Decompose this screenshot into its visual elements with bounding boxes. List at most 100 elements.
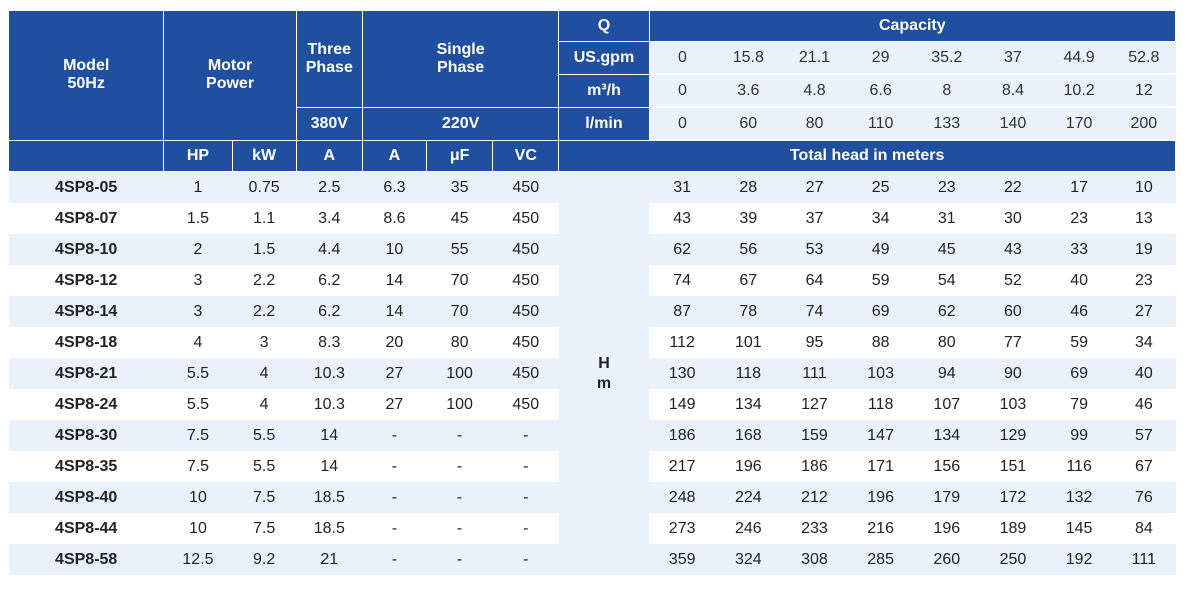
head-cell: 52 xyxy=(979,265,1047,296)
table-row: 4SP8-12 3 2.2 6.2 14 70 450 74 67 64 59 54 52 40 23 xyxy=(8,265,1176,296)
head-cell: 46 xyxy=(1046,296,1113,327)
head-cell: 31 xyxy=(913,203,980,234)
head-cell: 23 xyxy=(1046,203,1113,234)
spec-table-container: Model 50Hz Motor Power Three Phase Single Ph… xyxy=(7,10,1177,575)
a3-cell: 10.3 xyxy=(296,389,363,420)
vc-cell: - xyxy=(492,451,559,482)
a3-cell: 10.3 xyxy=(296,358,363,389)
kw-cell: 5.5 xyxy=(232,451,297,482)
head-cell: 107 xyxy=(913,389,980,420)
head-cell: 46 xyxy=(1112,389,1176,420)
head-cell: 308 xyxy=(781,544,848,575)
three-phase-header: Three Phase xyxy=(295,10,363,108)
unit-m3h: m³/h xyxy=(558,73,650,108)
head-cell: 285 xyxy=(847,544,914,575)
uf-cell: - xyxy=(426,513,493,544)
table-row: 4SP8-21 5.5 4 10.3 27 100 450 130 118 111 103 94 90 6… xyxy=(8,358,1176,389)
capacity-cell: 35.2 xyxy=(913,41,980,75)
capacity-cell: 52.8 xyxy=(1112,41,1176,75)
head-cell: 69 xyxy=(847,296,914,327)
head-cell: 246 xyxy=(715,513,782,544)
capacity-cell: 8 xyxy=(913,74,980,108)
head-cell: 112 xyxy=(649,327,716,358)
head-cell: 196 xyxy=(913,513,980,544)
capacity-cell: 15.8 xyxy=(715,41,782,75)
single-phase-voltage: 220V xyxy=(361,106,560,141)
table-row: 4SP8-07 1.5 1.1 3.4 8.6 45 450 43 39 37 34 31 30 23 13 xyxy=(8,203,1176,234)
kw-cell: 1.1 xyxy=(232,203,297,234)
head-cell: 31 xyxy=(649,171,716,203)
hp-cell: 2 xyxy=(163,234,233,265)
table-row: 4SP8-44 10 7.5 18.5- - -273 246 233 216 196 189 145… xyxy=(8,513,1176,544)
kw-cell: 3 xyxy=(232,327,297,358)
head-cell: 49 xyxy=(847,234,914,265)
head-cell: 103 xyxy=(979,389,1047,420)
head-cell: 23 xyxy=(913,171,980,203)
head-cell: 186 xyxy=(781,451,848,482)
a1-cell: 27 xyxy=(362,358,427,389)
table-header: Model 50Hz Motor Power Three Phase Single Ph… xyxy=(7,10,1177,172)
vc-cell: - xyxy=(492,482,559,513)
head-cell: 99 xyxy=(1046,420,1113,451)
head-cell: 172 xyxy=(979,482,1047,513)
kw-cell: 5.5 xyxy=(232,420,297,451)
head-cell: 248 xyxy=(649,482,716,513)
kw-cell: 9.2 xyxy=(232,544,297,575)
capacity-cell: 0 xyxy=(649,41,716,75)
a1-cell: - xyxy=(362,513,427,544)
head-cell: 60 xyxy=(979,296,1047,327)
a3-cell: 21 xyxy=(296,544,363,575)
table-row: 4SP8-30 7.5 5.5 14- - -186 168 159 147 134 129 99 57 xyxy=(8,420,1176,451)
uf-cell: - xyxy=(426,451,493,482)
head-cell: 57 xyxy=(1112,420,1176,451)
capacity-row-lmin: 380V 220V l/min 0 60 80 110 133 140 170 … xyxy=(9,106,1176,141)
head-cell: 171 xyxy=(847,451,914,482)
hp-header: HP xyxy=(163,139,233,172)
head-cell: 94 xyxy=(913,358,980,389)
vc-cell: - xyxy=(492,513,559,544)
head-cell: 132 xyxy=(1046,482,1113,513)
a3-cell: 18.5 xyxy=(296,482,363,513)
hp-cell: 1.5 xyxy=(163,203,233,234)
head-cell: 28 xyxy=(715,171,782,203)
table-row: 4SP8-14 3 2.2 6.2 14 70 450 87 78 74 69 62 60 46 27 xyxy=(8,296,1176,327)
hp-cell: 5.5 xyxy=(163,389,233,420)
pump-spec-table: Model 50Hz Motor Power Three Phase Single Ph… xyxy=(7,10,1177,575)
vc-cell: 450 xyxy=(492,296,559,327)
head-cell: 56 xyxy=(715,234,782,265)
vc-cell: - xyxy=(492,420,559,451)
capacity-cell: 110 xyxy=(847,107,914,141)
capacity-cell: 4.8 xyxy=(781,74,848,108)
model-unit-blank xyxy=(7,139,165,172)
hp-cell: 5.5 xyxy=(163,358,233,389)
head-cell: 62 xyxy=(649,234,716,265)
model-cell: 4SP8-24 xyxy=(8,389,164,420)
capacitor-vc-header: VC xyxy=(492,139,560,172)
head-cell: 67 xyxy=(715,265,782,296)
head-cell: 260 xyxy=(913,544,980,575)
head-cell: 159 xyxy=(781,420,848,451)
hp-cell: 7.5 xyxy=(163,420,233,451)
head-cell: 27 xyxy=(1112,296,1176,327)
head-cell: 217 xyxy=(649,451,716,482)
uf-cell: 80 xyxy=(426,327,493,358)
head-cell: 74 xyxy=(781,296,848,327)
kw-cell: 7.5 xyxy=(232,513,297,544)
vc-cell: - xyxy=(492,544,559,575)
table-row: 4SP8-35 7.5 5.5 14- - -217 196 186 171 156 151 116 6… xyxy=(8,451,1176,482)
head-cell: 88 xyxy=(847,327,914,358)
a1-cell: - xyxy=(362,482,427,513)
hp-cell: 10 xyxy=(163,482,233,513)
model-cell: 4SP8-18 xyxy=(8,327,164,358)
head-cell: 39 xyxy=(715,203,782,234)
vc-cell: 450 xyxy=(492,203,559,234)
model-cell: 4SP8-05 xyxy=(8,171,164,203)
head-cell: 127 xyxy=(781,389,848,420)
head-cell: 69 xyxy=(1046,358,1113,389)
capacity-cell: 29 xyxy=(847,41,914,75)
head-cell: 147 xyxy=(847,420,914,451)
kw-header: kW xyxy=(231,139,297,172)
a1-cell: 8.6 xyxy=(362,203,427,234)
head-cell: 324 xyxy=(715,544,782,575)
head-cell: 101 xyxy=(715,327,782,358)
